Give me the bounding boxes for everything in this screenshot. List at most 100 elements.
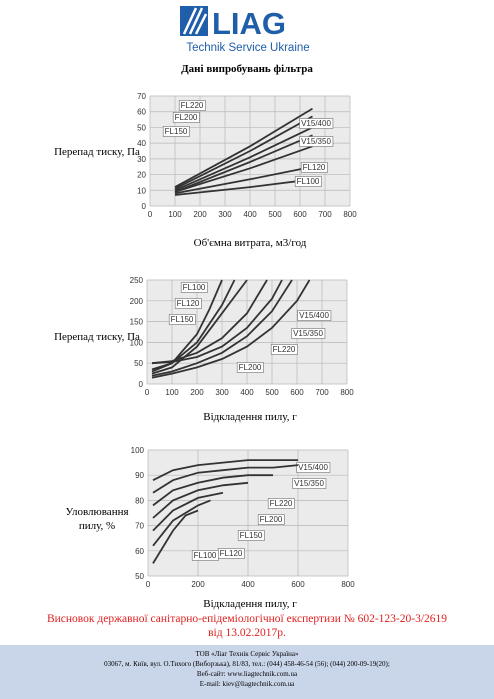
series-line <box>174 107 313 188</box>
y-tick-label: 80 <box>135 496 144 505</box>
y-axis-label: Перепад тиску, Па <box>54 331 140 343</box>
y-tick-label: 70 <box>137 92 146 101</box>
y-tick-label: 50 <box>137 123 146 132</box>
x-tick-label: 400 <box>241 580 255 589</box>
y-tick-label: 70 <box>135 522 144 531</box>
series-label: V15/350 <box>291 328 326 339</box>
label-box <box>168 314 196 325</box>
legend-label: FL100 <box>297 177 320 186</box>
x-axis-label: Відкладення пилу, г <box>203 598 297 610</box>
label-box <box>180 282 208 293</box>
series-label: FL150 <box>162 126 190 137</box>
x-tick-label: 800 <box>341 580 355 589</box>
x-tick-label: 0 <box>145 388 150 397</box>
label-box <box>270 344 298 355</box>
x-tick-label: 100 <box>165 388 179 397</box>
series-label: V15/350 <box>292 478 327 489</box>
legend-label: FL100 <box>183 283 206 292</box>
series-label: V15/350 <box>299 136 334 147</box>
x-tick-label: 700 <box>315 388 329 397</box>
legend-label: FL200 <box>175 113 198 122</box>
conclusion-line: Висновок державної санітарно-епідеміолог… <box>46 613 448 625</box>
logo: LIAG Technik Service Ukraine <box>180 6 310 54</box>
y-tick-label: 100 <box>130 338 144 347</box>
y-tick-label: 30 <box>137 155 146 164</box>
x-tick-label: 0 <box>148 210 153 219</box>
series-label: FL200 <box>236 362 264 373</box>
x-tick-label: 200 <box>191 580 205 589</box>
footer: ТОВ «Ліаг Технік Сервіс Україна» 03067, … <box>0 645 494 699</box>
logo-text: LIAG <box>212 6 286 41</box>
series-label: FL120 <box>300 162 328 173</box>
legend-label: FL100 <box>194 551 217 560</box>
x-tick-label: 0 <box>146 580 151 589</box>
label-box <box>237 530 265 541</box>
legend-label: FL120 <box>177 299 200 308</box>
series-label: FL150 <box>237 530 265 541</box>
y-tick-label: 0 <box>142 202 147 211</box>
series-line <box>152 459 298 482</box>
label-box <box>162 126 190 137</box>
y-tick-label: 200 <box>130 297 144 306</box>
legend-label: V15/350 <box>293 329 323 338</box>
page-title: Дані випробувань фільтра <box>181 63 313 75</box>
y-tick-label: 0 <box>139 380 144 389</box>
series-label: V15/400 <box>297 310 332 321</box>
conclusion: Висновок державної санітарно-епідеміолог… <box>0 612 494 640</box>
series-line <box>151 279 311 379</box>
series-label: FL150 <box>168 314 196 325</box>
y-axis-label: Уловлювання пилу, % <box>65 506 129 532</box>
label-box <box>191 550 219 561</box>
label-box <box>291 328 326 339</box>
series-line <box>174 145 313 193</box>
legend-label: V15/350 <box>301 137 331 146</box>
y-tick-label: 60 <box>135 547 144 556</box>
x-tick-label: 400 <box>243 210 257 219</box>
series-line <box>174 178 313 196</box>
legend-label: V15/400 <box>298 463 328 472</box>
label-box <box>172 112 200 123</box>
chart: 50 60 70 80 90 100 0 200 400 600 800 V15/400 V15/350… <box>131 446 356 589</box>
x-tick-label: 600 <box>293 210 307 219</box>
series-label: FL220 <box>178 100 206 111</box>
label-box <box>300 162 328 173</box>
legend-label: FL150 <box>165 127 188 136</box>
label-box <box>297 310 332 321</box>
series-label: FL100 <box>191 550 219 561</box>
legend-label: FL220 <box>270 499 293 508</box>
series-label: V15/400 <box>299 118 334 129</box>
x-tick-label: 600 <box>291 580 305 589</box>
series-label: FL220 <box>270 344 298 355</box>
legend-label: FL220 <box>181 101 204 110</box>
label-box <box>267 498 295 509</box>
y-tick-label: 20 <box>137 171 146 180</box>
series-line <box>151 279 236 371</box>
x-tick-label: 200 <box>193 210 207 219</box>
chart: 0 50 100 150 200 250 0 100 200 300 400 500 600 700 800… <box>130 276 355 397</box>
y-tick-label: 50 <box>135 572 144 581</box>
legend-label: FL200 <box>239 363 262 372</box>
y-tick-label: 100 <box>131 446 145 455</box>
x-tick-label: 500 <box>268 210 282 219</box>
y-tick-label: 60 <box>137 108 146 117</box>
label-box <box>299 118 334 129</box>
legend-label: FL150 <box>240 531 263 540</box>
x-tick-label: 800 <box>343 210 357 219</box>
x-tick-label: 300 <box>218 210 232 219</box>
label-box <box>178 100 206 111</box>
y-tick-label: 90 <box>135 471 144 480</box>
series-line <box>151 279 283 365</box>
series-label: FL100 <box>180 282 208 293</box>
x-tick-label: 100 <box>168 210 182 219</box>
footer-line: Веб-сайт: www.liagtechnik.com.ua <box>196 670 298 678</box>
series-line <box>152 491 224 532</box>
legend-label: V15/350 <box>294 479 324 488</box>
x-tick-label: 600 <box>290 388 304 397</box>
x-tick-label: 500 <box>265 388 279 397</box>
series-line <box>152 474 273 507</box>
label-box <box>236 362 264 373</box>
series-label: FL120 <box>174 298 202 309</box>
legend-label: V15/400 <box>299 311 329 320</box>
